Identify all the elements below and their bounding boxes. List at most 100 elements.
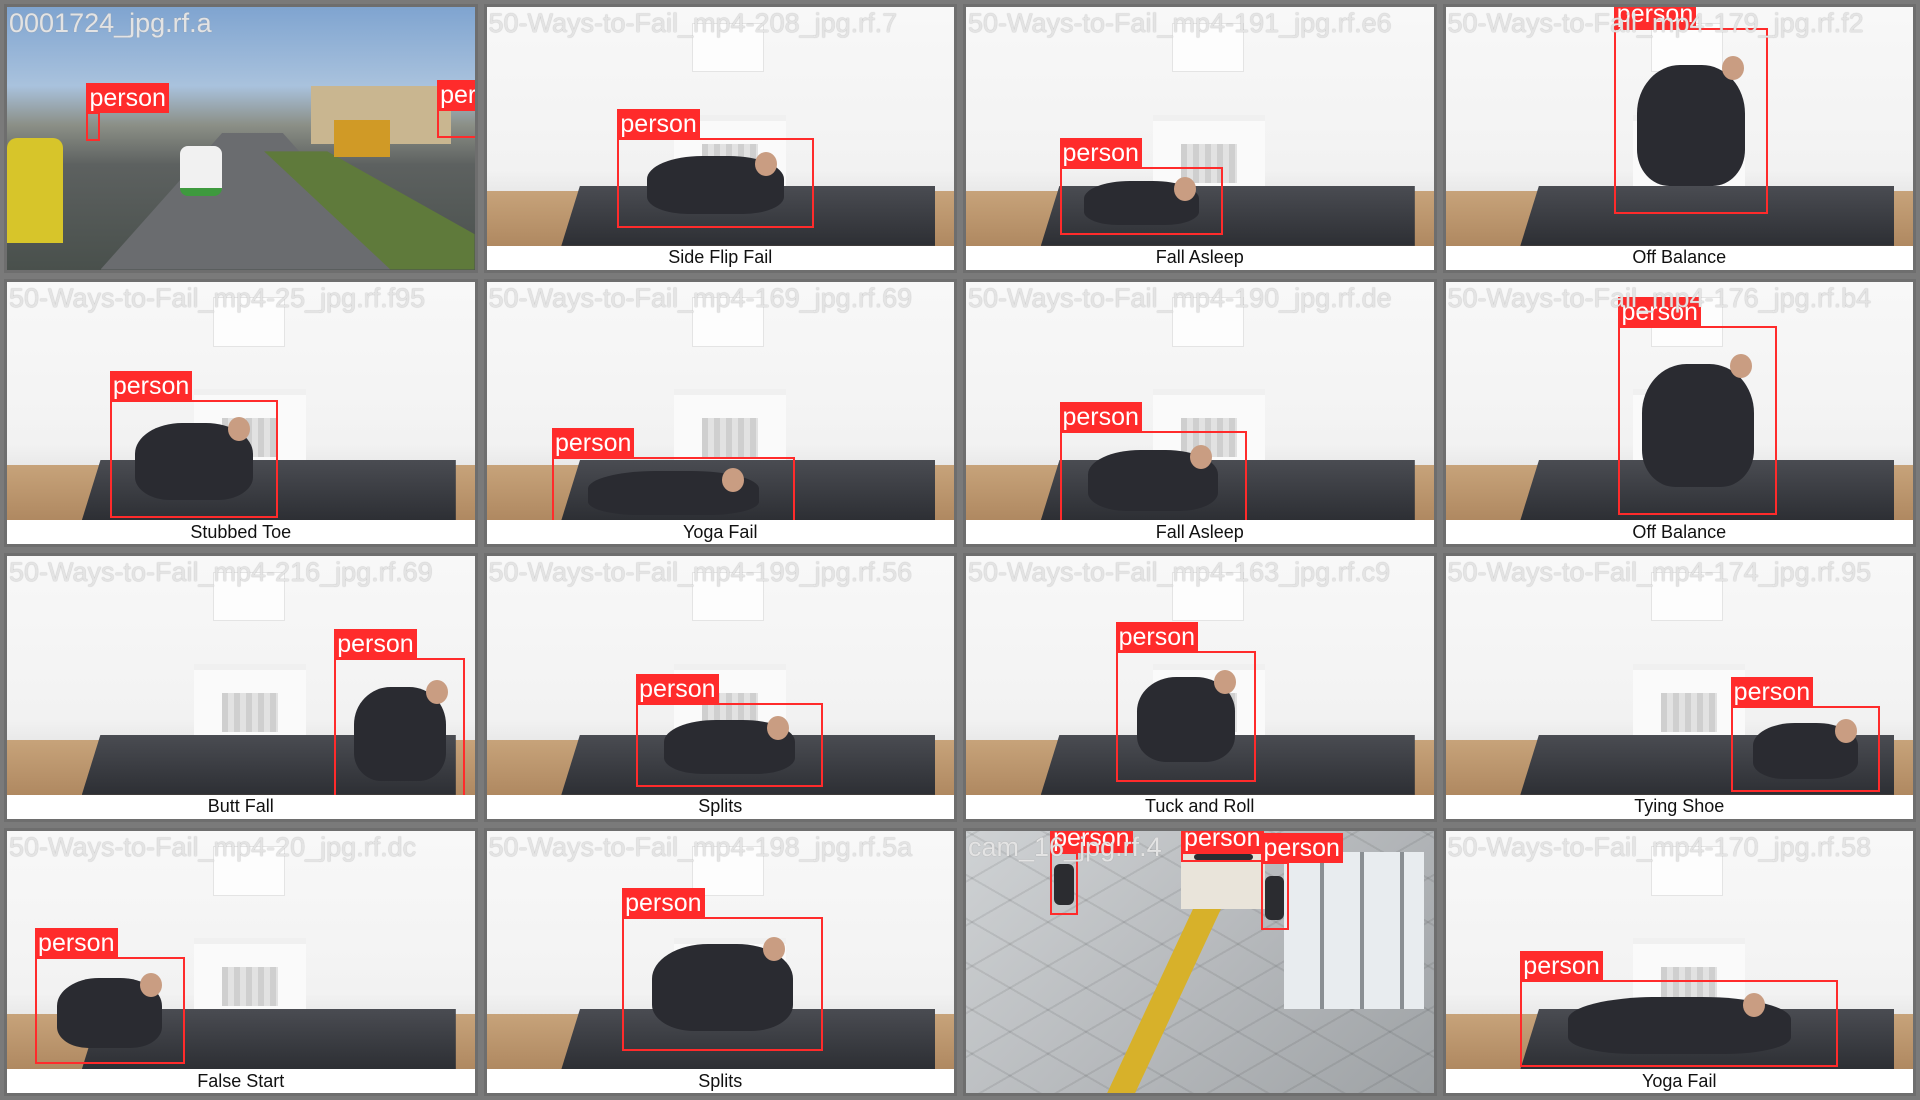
whiteboard [1651, 571, 1724, 621]
bounding-box-label: person [1059, 138, 1142, 169]
bounding-box-label: person [1050, 830, 1133, 853]
video-caption: Fall Asleep [966, 520, 1434, 544]
whiteboard [1651, 22, 1724, 72]
bounding-box-label: person [1115, 621, 1199, 652]
bounding-box-label: person [35, 927, 118, 958]
image-filename: 50-Ways-to-Fail_mp4-169_jpg.rf.69 [488, 282, 913, 313]
person-head [1174, 177, 1197, 202]
whiteboard [212, 571, 285, 621]
video-caption: Stubbed Toe [7, 520, 475, 544]
whiteboard [212, 846, 285, 896]
image-filename: 50-Ways-to-Fail_mp4-208_jpg.rf.7 [488, 8, 898, 38]
truck [334, 119, 391, 157]
video-caption: Tying Shoe [1445, 794, 1913, 819]
bounding-box-label: person [551, 428, 635, 459]
person-head [425, 680, 448, 705]
person-head [1721, 55, 1744, 80]
auto-rickshaw [7, 138, 64, 244]
image-filename: 50-Ways-to-Fail_mp4-199_jpg.rf.56 [488, 557, 913, 587]
bounding-box-label: person [1613, 6, 1697, 29]
bounding-box-label: person [1181, 830, 1264, 853]
bounding-box-label: person [617, 109, 700, 140]
video-caption: Off Balance [1445, 520, 1913, 544]
video-caption: Yoga Fail [486, 520, 954, 544]
bounding-box-label: person [1520, 951, 1603, 982]
bounding-box-label: person [1059, 402, 1142, 433]
person-bounding-box: person [1730, 676, 1881, 793]
bounding-box-label: person [1260, 833, 1343, 863]
whiteboard [1651, 846, 1724, 896]
detection-tile: person 50-Ways-to-Fail_mp4-176_jpg.rf.b4 O… [1442, 278, 1916, 547]
person-bounding-box: person [622, 888, 824, 1051]
person-head [227, 417, 250, 442]
detection-tile: person 50-Ways-to-Fail_mp4-25_jpg.rf.f95 S… [4, 278, 478, 547]
person-head [762, 937, 785, 962]
image-filename: 0001724_jpg.rf.a [9, 8, 212, 38]
person-bounding-box: person [437, 80, 475, 139]
person-head [1190, 445, 1213, 470]
video-caption: Yoga Fail [1445, 1069, 1913, 1093]
video-caption: Side Flip Fail [486, 245, 954, 270]
whiteboard [692, 297, 765, 347]
whiteboard [692, 22, 765, 72]
person-silhouette [353, 687, 446, 782]
bounding-box-label: person [109, 370, 193, 401]
glass-wall [1283, 851, 1425, 1009]
person-head [754, 151, 777, 176]
image-filename: 50-Ways-to-Fail_mp4-179_jpg.rf.f2 [1447, 8, 1864, 38]
person-head [139, 972, 162, 997]
person-bounding-box: person [551, 428, 796, 526]
car [179, 146, 223, 197]
bounding-box-label: person [1730, 676, 1814, 707]
bounding-box-label: person [622, 888, 705, 919]
detection-tile: person 50-Ways-to-Fail_mp4-198_jpg.rf.5a S… [483, 827, 957, 1096]
person-bounding-box: person [1613, 6, 1769, 215]
detection-tile: person person 0001724_jpg.rf.a [4, 4, 478, 273]
person-head [722, 467, 745, 492]
person-bounding-box: person [1618, 297, 1778, 516]
image-filename: cam_16_jpg.rf.4 [968, 831, 1162, 862]
fireplace-opening [701, 418, 758, 458]
detection-tile: person 50-Ways-to-Fail_mp4-190_jpg.rf.de F… [963, 278, 1437, 547]
image-filename: 50-Ways-to-Fail_mp4-190_jpg.rf.de [968, 282, 1392, 313]
video-caption: Fall Asleep [966, 245, 1434, 270]
person-head [767, 715, 789, 740]
detection-tile: person 50-Ways-to-Fail_mp4-191_jpg.rf.e6 F… [963, 4, 1437, 273]
bounding-box-label: person [86, 83, 169, 113]
detection-tile: person 50-Ways-to-Fail_mp4-216_jpg.rf.69 B… [4, 553, 478, 822]
whiteboard [692, 571, 765, 621]
person-bounding-box: person [617, 109, 814, 228]
person-silhouette [1642, 363, 1754, 487]
detection-tile: person 50-Ways-to-Fail_mp4-208_jpg.rf.7 Si… [483, 4, 957, 273]
image-filename: 50-Ways-to-Fail_mp4-170_jpg.rf.58 [1447, 831, 1872, 862]
detection-tile: person 50-Ways-to-Fail_mp4-20_jpg.rf.dc Fa… [4, 827, 478, 1096]
person-bounding-box: person [1260, 833, 1343, 931]
person-head [1213, 670, 1236, 695]
bounding-box-label: person [334, 629, 417, 660]
gym-mat [1520, 185, 1895, 246]
person-silhouette [1054, 864, 1074, 906]
fireplace-opening [222, 967, 279, 1007]
detection-tile: person 50-Ways-to-Fail_mp4-170_jpg.rf.58 Y… [1442, 827, 1916, 1096]
person-bounding-box: person [1059, 402, 1247, 526]
image-filename: 50-Ways-to-Fail_mp4-198_jpg.rf.5a [488, 831, 913, 862]
fireplace-opening [222, 692, 279, 732]
person-head [1742, 993, 1765, 1018]
person-bounding-box: person [1059, 138, 1224, 236]
detection-tile: person 50-Ways-to-Fail_mp4-179_jpg.rf.f2 O… [1442, 4, 1916, 273]
person-bounding-box: person [1050, 830, 1133, 915]
person-bounding-box: person [1181, 830, 1266, 862]
image-filename: 50-Ways-to-Fail_mp4-20_jpg.rf.dc [9, 831, 417, 862]
person-bounding-box: person [334, 629, 466, 803]
person-bounding-box: person [86, 83, 169, 141]
image-filename: 50-Ways-to-Fail_mp4-216_jpg.rf.69 [9, 557, 433, 587]
detection-tile: person 50-Ways-to-Fail_mp4-174_jpg.rf.95 T… [1442, 553, 1916, 822]
video-caption: Butt Fall [7, 794, 475, 819]
video-caption: Off Balance [1445, 245, 1913, 270]
person-bounding-box: person [35, 927, 185, 1065]
person-silhouette [1264, 875, 1285, 920]
person-bounding-box: person [109, 370, 279, 518]
detection-tile: person 50-Ways-to-Fail_mp4-169_jpg.rf.69 Y… [483, 278, 957, 547]
whiteboard [1171, 571, 1244, 621]
whiteboard [1171, 297, 1244, 347]
